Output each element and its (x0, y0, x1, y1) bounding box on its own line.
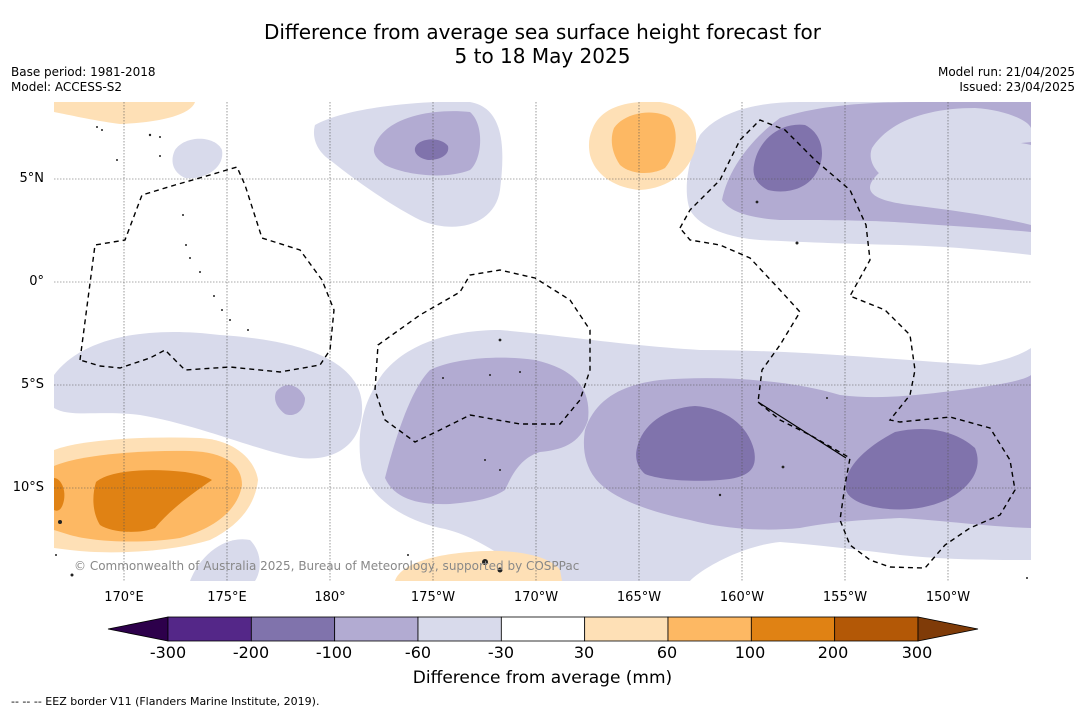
colorbar-tick: -300 (149, 643, 187, 662)
colorbar-tick: -200 (232, 643, 270, 662)
colorbar-tick: -100 (315, 643, 353, 662)
colorbar-tick: 30 (573, 643, 595, 662)
lon-label-175e: 175°E (207, 590, 247, 605)
lat-label-5s: 5°S (20, 377, 44, 392)
islands (55, 126, 1028, 579)
contour-orange (54, 102, 697, 581)
colorbar-segment (584, 616, 669, 642)
colorbar-tick: 60 (656, 643, 678, 662)
title-line-2: 5 to 18 May 2025 (454, 44, 631, 68)
lon-label-170e: 170°E (104, 590, 144, 605)
colorbar-tick: -30 (487, 643, 515, 662)
colorbar-segment (334, 616, 419, 642)
model-run-label: Model run: 21/04/2025 (937, 65, 1075, 79)
contour-medium-purple (414, 124, 978, 510)
colorbar-segment (250, 616, 336, 642)
colorbar-segment (417, 616, 502, 642)
colorbar-tick: 300 (901, 643, 933, 662)
colorbar-segment (500, 616, 586, 642)
issued-label: Issued: 23/04/2025 (959, 80, 1075, 94)
lon-label-155w: 155°W (822, 590, 868, 605)
colorbar-segment (167, 616, 252, 642)
lat-label-5n: 5°N (19, 171, 45, 186)
lon-label-160w: 160°W (719, 590, 765, 605)
colorbar-tick: 200 (817, 643, 849, 662)
colorbar-extend-max (917, 616, 979, 642)
colorbar-segment (667, 616, 752, 642)
colorbar-extend-min (107, 616, 169, 642)
graticule (54, 102, 1031, 581)
meta-left: Base period: 1981-2018 Model: ACCESS-S2 (11, 65, 156, 95)
lat-label-0: 0° (29, 274, 44, 289)
title-line-1: Difference from average sea surface heig… (263, 20, 822, 44)
meta-right: Model run: 21/04/2025 Issued: 23/04/2025 (938, 65, 1075, 95)
colorbar-segment (750, 616, 836, 642)
colorbar-tick: -60 (404, 643, 432, 662)
chart-title: Difference from average sea surface heig… (0, 20, 1085, 68)
model-label: Model: ACCESS-S2 (11, 80, 123, 94)
lon-label-175w: 175°W (410, 590, 456, 605)
lon-label-165w: 165°W (616, 590, 662, 605)
eez-borders (79, 119, 1016, 569)
map-area (54, 102, 1031, 581)
lon-label-180: 180° (314, 590, 346, 605)
lat-label-10s: 10°S (12, 480, 44, 495)
base-period-label: Base period: 1981-2018 (11, 65, 156, 79)
copyright-note: © Commonwealth of Australia 2025, Bureau… (74, 559, 580, 573)
lon-label-170w: 170°W (513, 590, 559, 605)
colorbar-tick: 100 (734, 643, 766, 662)
eez-footnote: -- -- -- EEZ border V11 (Flanders Marine… (11, 695, 320, 708)
lon-label-150w: 150°W (925, 590, 971, 605)
colorbar-segment (834, 616, 919, 642)
colorbar-label: Difference from average (mm) (412, 668, 673, 688)
